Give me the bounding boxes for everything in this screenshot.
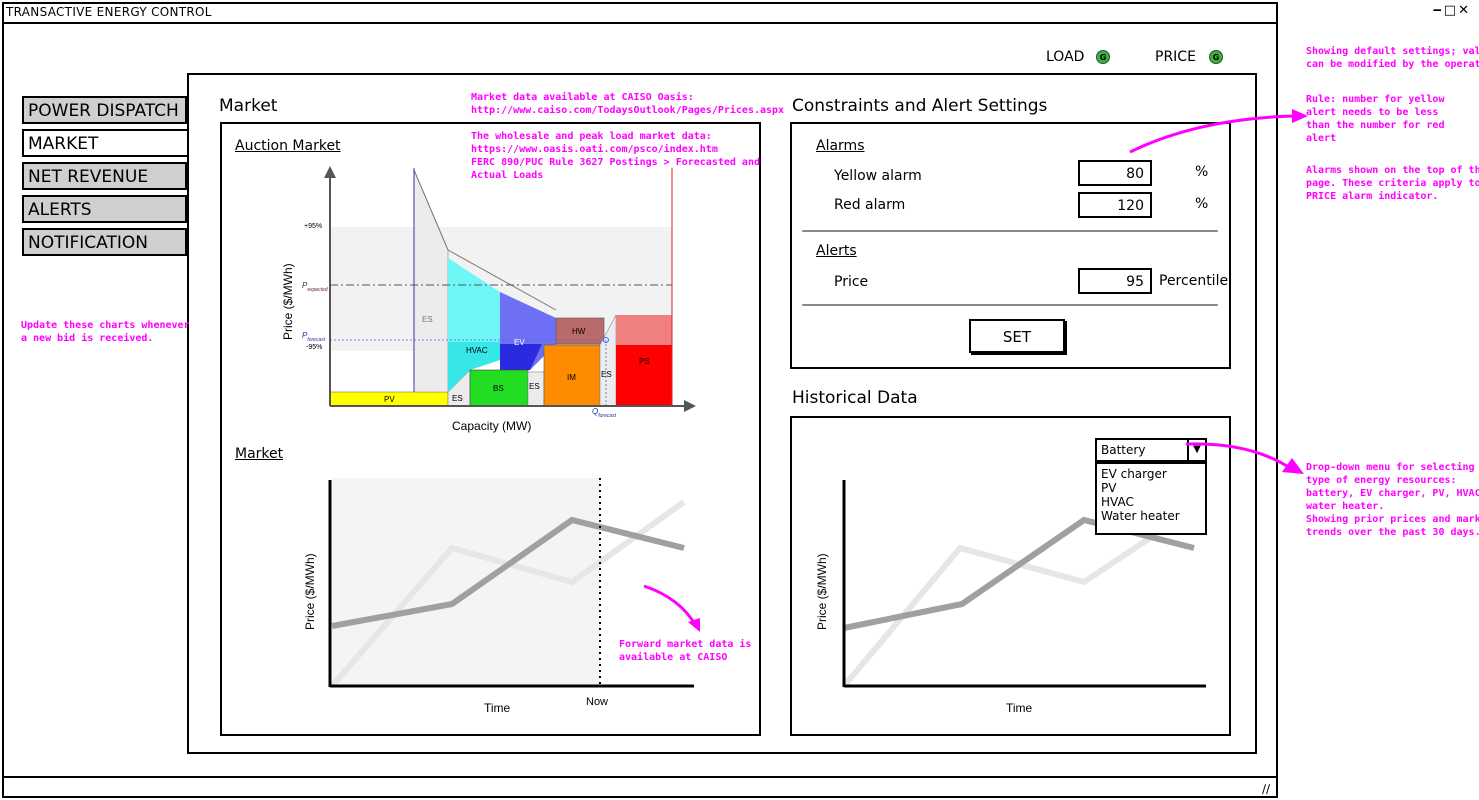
dropdown-option-ev-charger[interactable]: EV charger: [1101, 467, 1167, 481]
historical-xlabel: Time: [1006, 701, 1033, 715]
series-dark: [843, 516, 1195, 631]
historical-title: Historical Data: [792, 388, 918, 408]
nav-power-dispatch[interactable]: POWER DISPATCH: [22, 96, 187, 124]
price-alert-label: Price: [834, 274, 869, 290]
q-forecast-label: Qforecast: [592, 407, 617, 419]
yellow-alarm-input[interactable]: 80: [1078, 160, 1152, 186]
red-alarm-label: Red alarm: [834, 197, 906, 213]
constraints-panel: [790, 122, 1231, 369]
dropdown-menu: EV charger PV HVAC Water heater: [1095, 462, 1207, 535]
nav-net-revenue[interactable]: NET REVENUE: [22, 162, 187, 190]
constraints-title: Constraints and Alert Settings: [792, 96, 1048, 116]
block-hvac: [448, 258, 500, 342]
block-label-es2: ES: [452, 394, 463, 403]
auction-market-chart: +95% -95% Pexpected Pforecast Qforecast …: [281, 166, 696, 433]
block-label-es1: ES: [422, 315, 433, 324]
auction-xlabel: Capacity (MW): [452, 419, 531, 433]
resource-dropdown[interactable]: Battery ▼: [1095, 438, 1207, 462]
block-bs: [469, 369, 529, 407]
status-bar-divider: [2, 776, 1278, 778]
market-section-title: Market: [219, 96, 278, 116]
block-label-es4: ES: [601, 370, 612, 379]
market-ylabel: Price ($/MWh): [303, 553, 317, 630]
note-alarms: Alarms shown on the top of the page. The…: [1306, 165, 1479, 202]
x-axis-arrow: [684, 400, 696, 412]
set-button[interactable]: SET: [969, 319, 1065, 353]
block-label-pv: PV: [384, 395, 395, 404]
historical-ylabel: Price ($/MWh): [815, 553, 829, 630]
note-forward: Forward market data is available at CAIS…: [619, 639, 752, 663]
note-rule: Rule: number for yellow alert needs to b…: [1306, 94, 1445, 144]
auction-ylabel: Price ($/MWh): [281, 263, 295, 340]
rule-annotation-arrow: [1129, 109, 1308, 154]
p-expected-label: Pexpected: [302, 281, 328, 293]
block-ps-top: [616, 315, 672, 345]
nav-market[interactable]: MARKET: [22, 129, 189, 157]
note-dropdown: Drop-down menu for selecting a type of e…: [1306, 462, 1479, 538]
price-indicator-icon: G: [1209, 50, 1223, 64]
price-indicator-label: PRICE: [1155, 49, 1196, 65]
now-label: Now: [586, 696, 608, 708]
tick-95: +95%: [304, 223, 322, 230]
section-divider: [802, 230, 1218, 232]
red-alarm-input[interactable]: 120: [1078, 192, 1152, 218]
dropdown-selected: Battery: [1101, 443, 1146, 457]
market-line-chart: Price ($/MWh) Time Now: [303, 478, 700, 715]
note-defaults: Showing default settings; values can be …: [1306, 46, 1479, 70]
note-wholesale: The wholesale and peak load market data:…: [471, 131, 760, 181]
supply-curve-2: [447, 249, 557, 311]
dropdown-option-hvac[interactable]: HVAC: [1101, 495, 1134, 509]
load-indicator-label: LOAD: [1046, 49, 1085, 65]
chevron-down-icon[interactable]: ▼: [1187, 440, 1205, 460]
auction-market-title: Auction Market: [235, 138, 341, 154]
nav-notification[interactable]: NOTIFICATION: [22, 228, 187, 256]
block-im: [543, 344, 601, 407]
supply-curve: [413, 169, 449, 251]
dropdown-annotation-arrow: [1185, 442, 1304, 474]
yellow-pct-label: %: [1195, 164, 1209, 180]
note-caiso: Market data available at CAISO Oasis: ht…: [471, 92, 785, 116]
history-region: [332, 478, 600, 686]
block-label-im: IM: [567, 373, 576, 382]
p-forecast-label: Pforecast: [302, 331, 326, 343]
forward-arrow-head: [688, 618, 700, 632]
block-es-1: [413, 169, 449, 393]
block-ev-base: [500, 344, 542, 370]
dropdown-option-water-heater[interactable]: Water heater: [1101, 509, 1180, 523]
note-update: Update these charts whenever a new bid i…: [21, 320, 190, 344]
alarms-title: Alarms: [816, 138, 865, 154]
block-label-hvac: HVAC: [466, 346, 488, 355]
block-label-es3: ES: [529, 382, 540, 391]
window-controls[interactable]: ‒□✕: [1432, 3, 1471, 18]
y-axis-arrow: [324, 166, 336, 178]
section-divider: [802, 304, 1218, 306]
title-bar: [2, 2, 1278, 24]
window-title: TRANSACTIVE ENERGY CONTROL: [6, 5, 212, 19]
block-label-hw: HW: [572, 327, 586, 336]
clearing-point: [603, 337, 609, 343]
block-label-bs: BS: [493, 384, 504, 393]
block-ps: [616, 345, 672, 406]
market-xlabel: Time: [484, 701, 511, 715]
block-label-ps: PS: [639, 357, 650, 366]
forward-arrow: [643, 584, 698, 627]
red-pct-label: %: [1195, 196, 1209, 212]
load-indicator-icon: G: [1096, 50, 1110, 64]
block-label-ev: EV: [514, 338, 525, 347]
block-hvac-base: [448, 342, 500, 392]
market-chart-title: Market: [235, 446, 284, 462]
percentile-label: Percentile: [1159, 273, 1229, 289]
series-dark: [331, 516, 685, 629]
alerts-title: Alerts: [816, 243, 857, 259]
price-alert-input[interactable]: 95: [1078, 268, 1152, 294]
tick-m95: -95%: [306, 344, 322, 351]
resize-grip-icon[interactable]: ∕∕: [1262, 782, 1271, 796]
nav-alerts[interactable]: ALERTS: [22, 195, 187, 223]
dropdown-option-pv[interactable]: PV: [1101, 481, 1117, 495]
yellow-alarm-label: Yellow alarm: [834, 168, 922, 184]
content-panel: [187, 73, 1257, 754]
